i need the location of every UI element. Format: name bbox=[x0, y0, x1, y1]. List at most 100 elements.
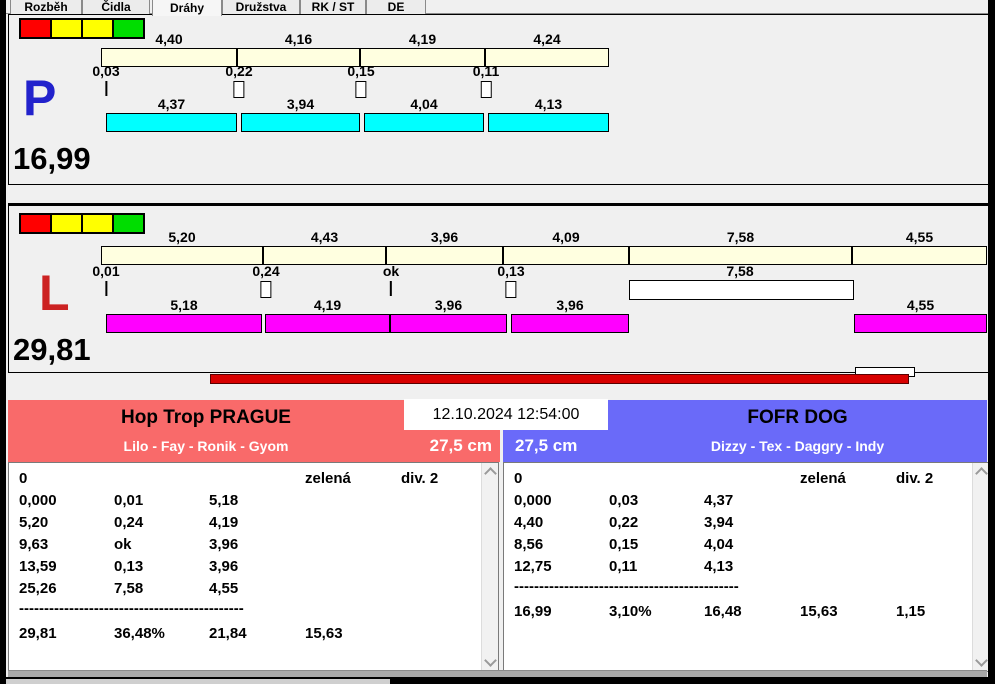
split-time-label: ok bbox=[382, 263, 400, 279]
result-cell: 3,96 bbox=[209, 558, 239, 575]
team-dogs: Lilo - Fay - Ronik - Gyom bbox=[123, 438, 289, 454]
changeover-split: 0,22 bbox=[225, 64, 253, 98]
leg-time-bar-bottom: 4,04 bbox=[364, 97, 484, 132]
leg-time-label: 4,55 bbox=[905, 229, 934, 245]
result-cell: 1,15 bbox=[896, 603, 926, 620]
leg-time-label: 4,24 bbox=[533, 31, 561, 47]
split-time-label: 0,24 bbox=[252, 263, 280, 279]
tab[interactable]: Dráhy bbox=[152, 0, 222, 16]
scrollbar[interactable] bbox=[972, 463, 989, 671]
tab[interactable]: Čidla bbox=[82, 0, 150, 15]
result-cell: 5,20 bbox=[19, 514, 49, 531]
result-cell: ok bbox=[114, 536, 132, 553]
result-cell: ----------------------------------------… bbox=[19, 600, 244, 617]
leg-time-bar-bottom: 3,96 bbox=[511, 298, 629, 333]
leg-time-bar-top: 4,40 bbox=[101, 32, 237, 67]
result-cell: 4,37 bbox=[704, 492, 734, 509]
leg-time-bar-top: 7,58 bbox=[629, 230, 852, 265]
traffic-light-box bbox=[50, 213, 83, 234]
result-cell: 4,13 bbox=[704, 558, 734, 575]
tab[interactable]: RK / ST bbox=[300, 0, 366, 15]
result-cell: 3,94 bbox=[704, 514, 734, 531]
leg-time-label: 3,96 bbox=[556, 297, 584, 313]
scroll-up-icon[interactable] bbox=[975, 467, 988, 480]
changeover-split: 0,01 bbox=[92, 263, 120, 296]
leg-time-bar-top: 5,20 bbox=[101, 230, 263, 265]
result-cell: 3,10% bbox=[609, 603, 652, 620]
leg-time-label: 4,19 bbox=[313, 297, 342, 313]
leg-bar-fill bbox=[364, 113, 484, 132]
split-marker bbox=[390, 281, 392, 296]
leg-time-label: 4,16 bbox=[284, 31, 313, 47]
changeover-split: 0,24 bbox=[252, 263, 280, 298]
traffic-light-l bbox=[19, 213, 145, 234]
result-cell: zelená bbox=[305, 470, 351, 487]
split-marker bbox=[233, 81, 245, 98]
leg-bar-fill bbox=[237, 48, 360, 67]
result-cell: 0,24 bbox=[114, 514, 144, 531]
result-cell: 12,75 bbox=[514, 558, 552, 575]
result-cell: 4,04 bbox=[704, 536, 734, 553]
datetime-display: 12.10.2024 12:54:00 bbox=[404, 399, 608, 430]
result-cell: 0,000 bbox=[19, 492, 57, 509]
leg-bar-fill bbox=[265, 314, 390, 333]
split-time-label: 7,58 bbox=[726, 263, 754, 279]
tab[interactable]: DE bbox=[366, 0, 426, 15]
traffic-light-box bbox=[112, 18, 145, 39]
result-cell: 7,58 bbox=[114, 580, 144, 597]
leg-time-bar-top: 4,16 bbox=[237, 32, 360, 67]
result-cell: 9,63 bbox=[19, 536, 49, 553]
window-border-bottom bbox=[0, 677, 995, 684]
split-time-label: 0,15 bbox=[347, 63, 375, 79]
changeover-split: 0,11 bbox=[473, 64, 499, 98]
leg-bar-fill bbox=[360, 48, 485, 67]
scrollbar[interactable] bbox=[481, 463, 498, 671]
result-cell: 4,19 bbox=[209, 514, 239, 531]
split-time-label: 0,01 bbox=[92, 263, 120, 279]
leg-time-label: 3,96 bbox=[434, 297, 463, 313]
leg-time-label: 3,94 bbox=[286, 96, 315, 112]
result-cell: 16,48 bbox=[704, 603, 742, 620]
leg-bar-fill bbox=[488, 113, 609, 132]
traffic-light-box bbox=[19, 213, 52, 234]
split-marker bbox=[505, 281, 517, 298]
traffic-light-box bbox=[19, 18, 52, 39]
traffic-light-p bbox=[19, 18, 145, 39]
leg-time-label: 4,04 bbox=[410, 96, 438, 112]
split-marker bbox=[260, 281, 272, 298]
result-cell: 0,22 bbox=[609, 514, 639, 531]
results-list-left[interactable]: 0 zelená div. 2 0,000 0,01 5,18 5,20 0,24 4,19 9,… bbox=[8, 462, 499, 672]
lane-letter-p: P bbox=[23, 70, 57, 126]
lane-panel-l: 5,20 4,43 3,96 4,09 7,58 4,55 0,01 bbox=[8, 203, 989, 373]
leg-bar-fill bbox=[629, 246, 852, 265]
leg-time-label: 5,20 bbox=[168, 229, 196, 245]
team-dogs: Dizzy - Tex - Daggry - Indy bbox=[710, 438, 885, 454]
split-time-label: 0,13 bbox=[497, 263, 525, 279]
result-cell: div. 2 bbox=[896, 470, 934, 487]
scroll-up-icon[interactable] bbox=[484, 467, 497, 480]
result-cell: 25,26 bbox=[19, 580, 57, 597]
leg-time-bar-bottom: 3,96 bbox=[390, 298, 507, 333]
result-cell: 29,81 bbox=[19, 625, 57, 642]
split-marker bbox=[355, 81, 367, 98]
result-cell: 36,48% bbox=[114, 625, 165, 642]
results-list-right[interactable]: 0 zelená div. 2 0,000 0,03 4,37 4,40 0,22 3,94 8,… bbox=[503, 462, 990, 672]
scroll-down-icon[interactable] bbox=[975, 654, 988, 667]
window-border-right bbox=[988, 0, 995, 684]
result-cell: 0,01 bbox=[114, 492, 144, 509]
tab[interactable]: Družstva bbox=[222, 0, 300, 15]
result-cell: 0,15 bbox=[609, 536, 639, 553]
rerun-gap-bar bbox=[629, 280, 854, 300]
changeover-split: 0,03 bbox=[92, 63, 120, 96]
tab-bar: Rozběh Čidla Dráhy Družstva RK / ST DE bbox=[6, 0, 988, 16]
leg-bar-fill bbox=[241, 113, 360, 132]
tab[interactable]: Rozběh bbox=[10, 0, 82, 15]
split-time-label: 0,03 bbox=[92, 63, 120, 79]
result-cell: div. 2 bbox=[401, 470, 439, 487]
scroll-down-icon[interactable] bbox=[484, 654, 497, 667]
leg-time-label: 4,09 bbox=[552, 229, 580, 245]
leg-time-bar-top: 4,43 bbox=[263, 230, 386, 265]
result-cell: 0 bbox=[19, 470, 28, 487]
lane-letter-l: L bbox=[39, 265, 70, 321]
